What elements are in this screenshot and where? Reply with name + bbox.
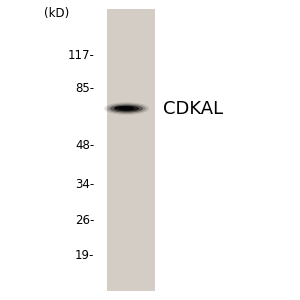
FancyBboxPatch shape <box>106 9 154 291</box>
Text: 85-: 85- <box>75 82 94 95</box>
Ellipse shape <box>104 102 149 115</box>
Text: CDKAL: CDKAL <box>164 100 224 118</box>
Ellipse shape <box>110 105 143 112</box>
Text: 117-: 117- <box>68 49 94 62</box>
Text: 34-: 34- <box>75 178 94 191</box>
Ellipse shape <box>114 106 139 111</box>
Ellipse shape <box>119 106 134 111</box>
Text: 26-: 26- <box>75 214 94 227</box>
Text: (kD): (kD) <box>44 8 70 20</box>
Ellipse shape <box>107 103 146 114</box>
Ellipse shape <box>115 106 134 110</box>
Text: 48-: 48- <box>75 139 94 152</box>
Text: 19-: 19- <box>75 249 94 262</box>
